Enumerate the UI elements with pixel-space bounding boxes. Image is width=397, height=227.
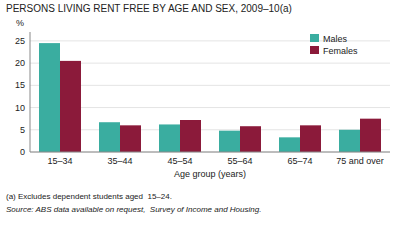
bar [279, 137, 300, 152]
x-tick-label: 15–34 [47, 156, 72, 166]
x-tick-label: 55–64 [227, 156, 252, 166]
bar [300, 125, 321, 152]
grid-line [30, 85, 390, 86]
y-tick-label: 25 [15, 36, 25, 46]
y-tick-label: 20 [15, 58, 25, 68]
y-tick-label: 15 [15, 80, 25, 90]
x-axis-line [30, 152, 390, 153]
grid-line [30, 107, 390, 108]
bar [60, 61, 81, 152]
x-tick-label: 65–74 [287, 156, 312, 166]
bar [99, 122, 120, 152]
bar [219, 131, 240, 152]
bar [240, 126, 261, 152]
bar [120, 125, 141, 152]
grid-line [30, 152, 390, 153]
y-axis-label: % [16, 18, 24, 28]
grid-line [30, 63, 390, 64]
bar [180, 120, 201, 152]
y-tick-label: 5 [20, 125, 25, 135]
x-tick-label: 45–54 [167, 156, 192, 166]
x-tick-label: 75 and over [336, 156, 384, 166]
bar [360, 119, 381, 152]
grid-line [30, 129, 390, 130]
y-tick-label: 10 [15, 103, 25, 113]
title: PERSONS LIVING RENT FREE BY AGE AND SEX,… [6, 3, 292, 14]
x-axis-label: Age group (years) [174, 169, 246, 179]
legend-label: Females [323, 46, 358, 56]
x-tick-label: 35–44 [107, 156, 132, 166]
legend-swatch [310, 34, 319, 42]
legend: Males Females [310, 34, 358, 56]
bar [339, 130, 360, 152]
chart: PERSONS LIVING RENT FREE BY AGE AND SEX,… [0, 0, 397, 227]
y-tick-label: 0 [20, 147, 25, 157]
legend-swatch [310, 46, 319, 54]
footnote: (a) Excludes dependent students aged 15–… [6, 192, 172, 201]
legend-label: Males [323, 34, 348, 44]
grid [30, 41, 390, 152]
footnote: Source: ABS data available on request, S… [6, 205, 261, 214]
bar [39, 43, 60, 152]
y-axis-line [30, 32, 31, 152]
bars [39, 43, 381, 152]
bar [159, 124, 180, 152]
